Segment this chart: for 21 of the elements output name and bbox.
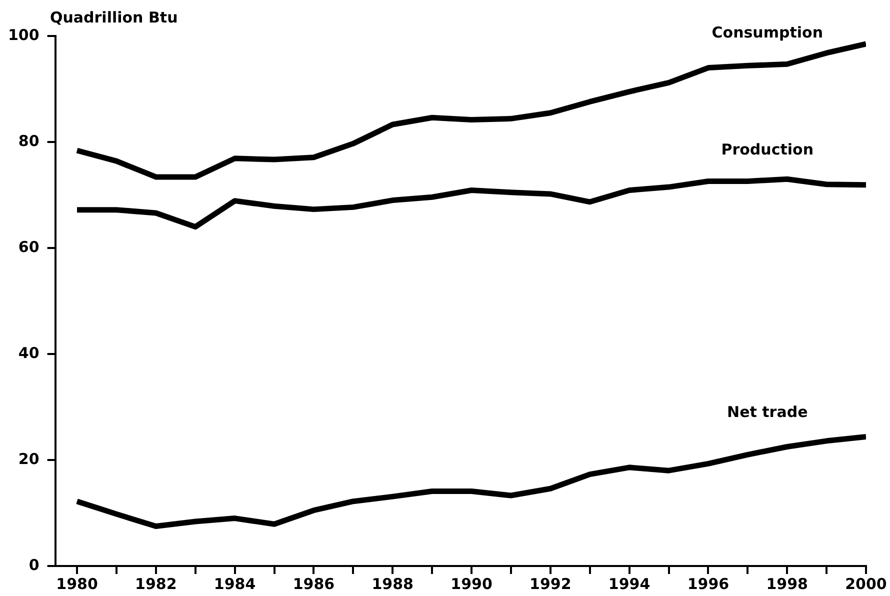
y-tick-label: 60 xyxy=(18,238,40,256)
y-tick-label: 100 xyxy=(8,26,40,44)
y-tick-label: 0 xyxy=(28,556,40,574)
x-tick-label: 1998 xyxy=(766,574,808,593)
y-tick-label: 40 xyxy=(18,344,40,362)
x-tick-label: 1992 xyxy=(530,574,572,593)
x-tick-label: 1990 xyxy=(450,574,492,593)
y-tick-label: 20 xyxy=(18,450,40,468)
y-tick-label: 80 xyxy=(18,132,40,150)
series-label: Net trade xyxy=(727,403,808,422)
y-axis-title: Quadrillion Btu xyxy=(50,8,178,26)
series-label: Production xyxy=(721,140,814,159)
x-tick-label: 1984 xyxy=(214,574,256,593)
x-tick-label: 1994 xyxy=(608,574,650,593)
x-tick-label: 1986 xyxy=(292,574,335,593)
x-tick-label: 1980 xyxy=(56,574,98,593)
x-tick-label: 2000 xyxy=(845,574,887,593)
x-tick-label: 1996 xyxy=(687,574,730,593)
x-tick-label: 1982 xyxy=(135,574,177,593)
series-label: Consumption xyxy=(712,23,824,42)
x-tick-label: 1988 xyxy=(372,574,414,593)
